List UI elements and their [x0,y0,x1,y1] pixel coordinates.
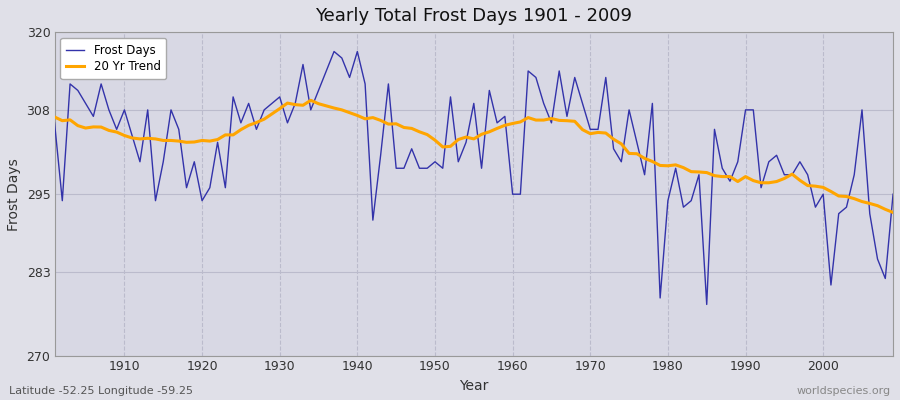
20 Yr Trend [887,210,898,215]
Line: 20 Yr Trend: 20 Yr Trend [55,100,893,212]
Frost Days [508,192,518,196]
Frost Days [887,192,898,196]
Text: worldspecies.org: worldspecies.org [796,386,891,396]
Legend: Frost Days, 20 Yr Trend: Frost Days, 20 Yr Trend [60,38,166,79]
Frost Days [608,146,619,151]
X-axis label: Year: Year [459,379,489,393]
20 Yr Trend [50,114,60,119]
20 Yr Trend [305,98,316,103]
Frost Days [282,120,292,125]
Frost Days [328,49,339,54]
Frost Days [515,192,526,196]
20 Yr Trend [608,137,619,142]
20 Yr Trend [508,121,518,126]
20 Yr Trend [515,120,526,124]
Title: Yearly Total Frost Days 1901 - 2009: Yearly Total Frost Days 1901 - 2009 [315,7,633,25]
Frost Days [112,127,122,132]
20 Yr Trend [112,130,122,134]
20 Yr Trend [282,101,292,106]
Frost Days [337,56,347,60]
20 Yr Trend [337,108,347,112]
Frost Days [50,120,60,125]
Line: Frost Days: Frost Days [55,52,893,304]
Text: Latitude -52.25 Longitude -59.25: Latitude -52.25 Longitude -59.25 [9,386,193,396]
Frost Days [701,302,712,307]
Y-axis label: Frost Days: Frost Days [7,158,21,230]
